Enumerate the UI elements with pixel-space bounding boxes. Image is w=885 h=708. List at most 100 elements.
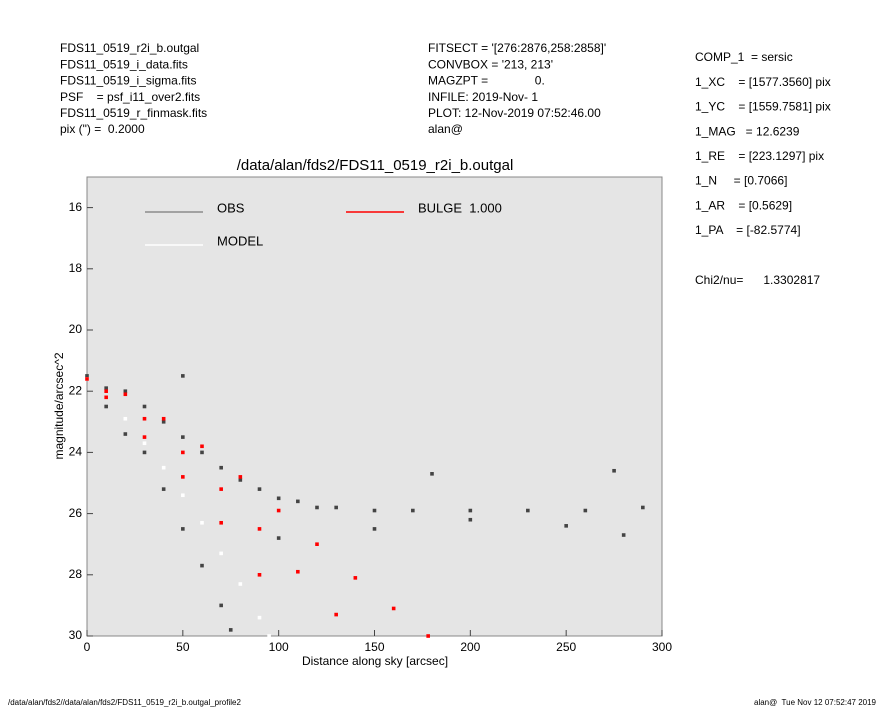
data-point: [257, 487, 262, 491]
data-point: [468, 517, 473, 522]
data-point: [372, 527, 377, 531]
x-tick-label: 300: [652, 640, 672, 654]
data-point: [104, 395, 108, 400]
x-axis-label: Distance along sky [arcsec]: [302, 654, 448, 668]
header-setting: INFILE: 2019-Nov- 1: [428, 90, 538, 104]
fit-parameter: 1_XC = [1577.3560] pix: [695, 75, 831, 89]
data-point: [315, 542, 319, 546]
data-point: [161, 487, 166, 491]
y-tick-label: 26: [69, 506, 83, 520]
data-point: [276, 508, 281, 513]
data-point: [104, 389, 108, 393]
data-point: [430, 472, 434, 476]
header-setting: alan@: [428, 122, 463, 136]
data-point: [353, 576, 358, 580]
legend-label: OBS: [217, 200, 245, 215]
data-point: [181, 527, 185, 531]
y-tick-label: 28: [69, 567, 83, 581]
header-setting: CONVBOX = '213, 213': [428, 57, 553, 71]
chi2: Chi2/nu= 1.3302817: [695, 273, 820, 287]
data-point: [161, 416, 166, 421]
data-point: [219, 603, 223, 608]
header-file: FDS11_0519_i_sigma.fits: [60, 74, 197, 88]
data-point: [200, 450, 204, 455]
data-point: [200, 563, 204, 568]
footer-left: /data/alan/fds2//data/alan/fds2/FDS11_05…: [8, 698, 241, 707]
y-tick-label: 30: [69, 628, 83, 642]
plot-area: [86, 176, 663, 637]
data-point: [238, 582, 243, 586]
data-point: [621, 533, 626, 537]
data-point: [612, 468, 616, 473]
data-point: [276, 536, 281, 540]
footer-right: alan@ Tue Nov 12 07:52:47 2019: [754, 698, 877, 707]
data-point: [200, 520, 204, 525]
data-point: [181, 450, 185, 455]
data-point: [257, 615, 262, 620]
data-point: [238, 475, 243, 479]
data-point: [257, 573, 262, 577]
legend-label: BULGE 1.000: [418, 200, 502, 215]
data-point: [85, 374, 89, 378]
header-setting: FITSECT = '[276:2876,258:2858]': [428, 41, 606, 55]
data-point: [142, 450, 147, 455]
fit-parameter: 1_PA = [-82.5774]: [695, 223, 801, 237]
fit-parameter: 1_YC = [1559.7581] pix: [695, 100, 831, 114]
data-point: [181, 435, 185, 439]
header-file: FDS11_0519_i_data.fits: [60, 57, 188, 71]
x-tick-label: 250: [556, 640, 576, 654]
header-file: pix (") = 0.2000: [60, 122, 145, 136]
fit-parameter: 1_AR = [0.5629]: [695, 198, 792, 212]
fit-parameter: COMP_1 = sersic: [695, 50, 793, 64]
data-point: [123, 389, 128, 393]
data-point: [123, 392, 128, 397]
x-tick-label: 200: [460, 640, 480, 654]
data-point: [161, 420, 166, 424]
data-point: [181, 475, 185, 479]
chart-title: /data/alan/fds2/FDS11_0519_r2i_b.outgal: [237, 157, 514, 174]
data-point: [583, 508, 588, 513]
x-tick-label: 50: [176, 640, 190, 654]
data-point: [564, 524, 568, 528]
header-file: FDS11_0519_r2i_b.outgal: [60, 41, 199, 55]
data-point: [334, 612, 338, 617]
data-point: [276, 496, 281, 501]
data-point: [123, 432, 128, 436]
data-point: [426, 634, 430, 638]
data-point: [238, 478, 243, 482]
data-point: [181, 493, 185, 498]
data-point: [85, 377, 89, 381]
data-point: [468, 508, 473, 513]
data-point: [104, 404, 108, 409]
y-tick-label: 16: [69, 200, 83, 214]
data-point: [267, 634, 271, 638]
header-file: FDS11_0519_r_finmask.fits: [60, 106, 207, 120]
header-setting: PLOT: 12-Nov-2019 07:52:46.00: [428, 106, 601, 120]
data-point: [228, 628, 233, 632]
data-point: [296, 569, 300, 574]
data-point: [296, 499, 300, 504]
data-point: [104, 386, 108, 390]
data-point: [526, 508, 530, 513]
y-tick-label: 22: [69, 383, 83, 397]
data-point: [142, 441, 147, 446]
data-point: [315, 505, 319, 510]
legend-label: MODEL: [217, 233, 263, 248]
y-tick-label: 24: [69, 445, 83, 459]
x-tick-label: 100: [269, 640, 289, 654]
data-point: [200, 444, 204, 449]
data-point: [123, 416, 128, 421]
data-point: [219, 551, 223, 556]
y-tick-label: 18: [69, 261, 83, 275]
data-point: [142, 404, 147, 409]
data-point: [142, 416, 147, 421]
data-point: [391, 606, 396, 611]
x-tick-label: 150: [364, 640, 384, 654]
fit-parameter: 1_MAG = 12.6239: [695, 124, 800, 138]
fit-parameter: 1_RE = [223.1297] pix: [695, 149, 824, 163]
data-point: [372, 508, 377, 513]
data-point: [219, 465, 223, 470]
header-setting: MAGZPT = 0.: [428, 74, 545, 88]
